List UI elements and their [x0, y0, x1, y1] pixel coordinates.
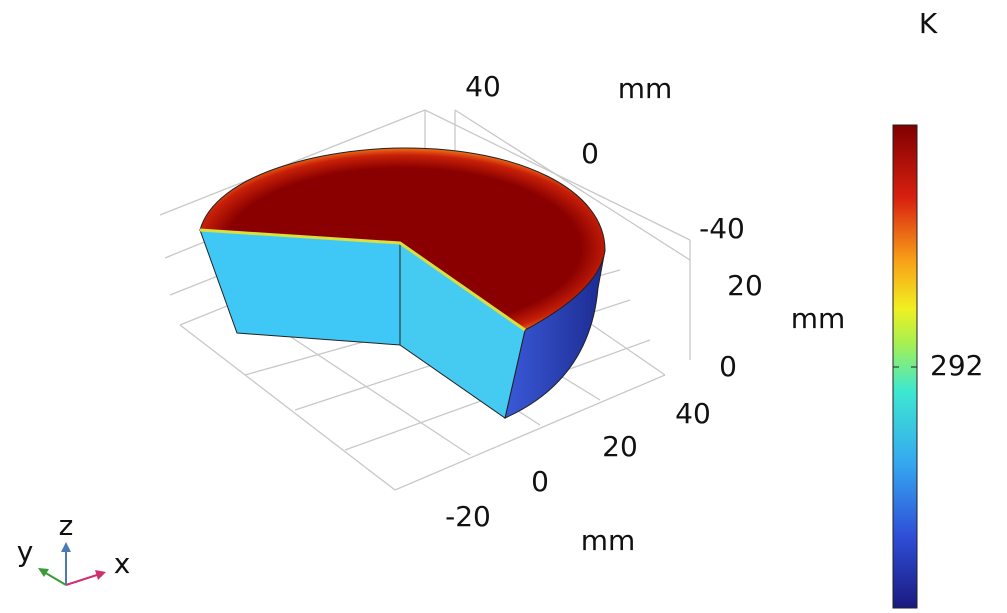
- x-tick-label: 0: [531, 465, 549, 498]
- z-axis-unit: mm: [791, 302, 846, 335]
- geometry: [200, 148, 605, 418]
- z-tick-label: 20: [727, 269, 763, 302]
- y-axis-unit: mm: [618, 72, 673, 105]
- colorbar-tick-label: 292: [930, 349, 983, 382]
- y-tick-label: -40: [699, 212, 745, 245]
- x-tick-label: 40: [675, 397, 711, 430]
- x-tick-label: -20: [445, 500, 491, 533]
- axis-triad: [38, 542, 106, 585]
- triad-label: x: [114, 547, 131, 580]
- y-tick-label: 0: [581, 137, 599, 170]
- plot-window: K 292 40 0 -40 mm 20 0 mm 40 20 0 -20 mm…: [0, 0, 1007, 613]
- triad-label: y: [17, 535, 34, 568]
- y-tick-label: 40: [465, 70, 501, 103]
- triad-label: z: [59, 509, 74, 542]
- z-tick-label: 0: [719, 350, 737, 383]
- x-axis-unit: mm: [581, 524, 636, 557]
- x-tick-label: 20: [602, 430, 638, 463]
- colorbar-unit: K: [919, 7, 938, 40]
